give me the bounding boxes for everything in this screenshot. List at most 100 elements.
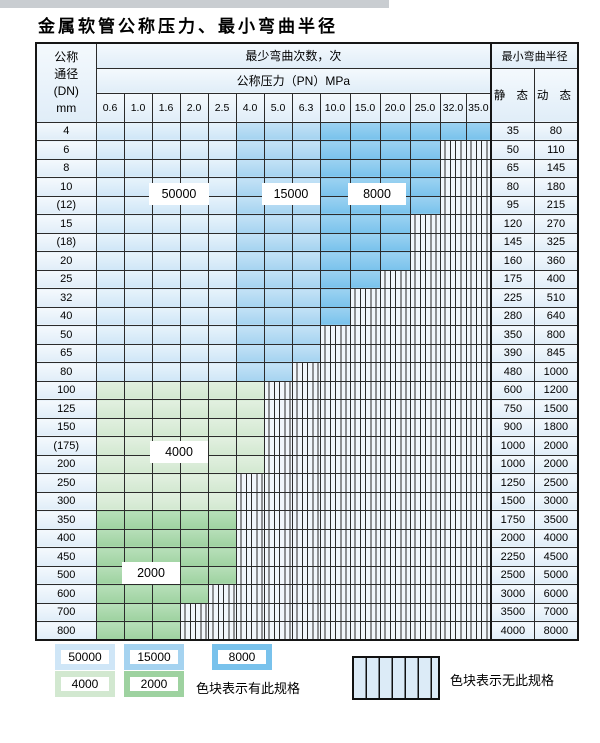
- cycle-cell: [439, 417, 467, 437]
- cycle-cell: [123, 158, 153, 178]
- cycle-cell: [465, 158, 492, 178]
- cycle-cell: [349, 621, 381, 641]
- cycle-cell: [409, 288, 441, 308]
- cycle-cell: [235, 454, 265, 474]
- cycle-cell: [349, 269, 381, 289]
- cycle-cell: [439, 195, 467, 215]
- dynamic-radius-value: 7000: [533, 602, 579, 622]
- cycle-cell: [95, 602, 125, 622]
- cycle-cell: [207, 491, 237, 511]
- cycle-cell: [409, 269, 441, 289]
- cycle-cell: [179, 362, 209, 382]
- cycle-cell: [379, 584, 411, 604]
- cycle-cell: [179, 621, 209, 641]
- cycle-cell: [439, 399, 467, 419]
- cycle-cell: [291, 565, 321, 585]
- static-radius-value: 4000: [490, 621, 535, 641]
- cycle-cell: [263, 269, 293, 289]
- cycle-cell: [465, 584, 492, 604]
- cycle-cell: [349, 214, 381, 234]
- cycle-cell: [379, 491, 411, 511]
- cycle-cell: [291, 547, 321, 567]
- cycle-cell: [379, 140, 411, 160]
- cycle-cell: [409, 380, 441, 400]
- cycle-cell: [409, 528, 441, 548]
- pressure-value-header: 20.0: [379, 92, 411, 123]
- cycle-cell: [207, 177, 237, 197]
- dn-label: (12): [35, 195, 97, 215]
- static-radius-value: 160: [490, 251, 535, 271]
- table-row: 200 1000 2000: [35, 454, 579, 474]
- cycle-cell: [179, 399, 209, 419]
- cycle-cell: [409, 491, 441, 511]
- cycle-cell: [235, 547, 265, 567]
- dynamic-radius-value: 3500: [533, 510, 579, 530]
- cycle-cell: [379, 121, 411, 141]
- cycle-cell: [123, 584, 153, 604]
- static-radius-value: 600: [490, 380, 535, 400]
- cycle-cell: [379, 380, 411, 400]
- pressure-value-header: 1.6: [151, 92, 181, 123]
- cycle-cell: [439, 343, 467, 363]
- cycle-cell: [379, 454, 411, 474]
- cycle-cell: [235, 584, 265, 604]
- cycle-cell: [95, 417, 125, 437]
- cycle-cell: [235, 565, 265, 585]
- dynamic-radius-value: 845: [533, 343, 579, 363]
- cycle-cell: [319, 454, 351, 474]
- radius-header: 最小弯曲半径: [490, 42, 579, 69]
- dynamic-radius-value: 80: [533, 121, 579, 141]
- cycle-cell: [409, 214, 441, 234]
- cycle-cell: [349, 325, 381, 345]
- cycle-cell: [95, 306, 125, 326]
- cycle-cell: [379, 621, 411, 641]
- table-row: (175) 1000 2000: [35, 436, 579, 456]
- dn-label: 250: [35, 473, 97, 493]
- cycle-cell: [95, 491, 125, 511]
- cycle-cell: [291, 621, 321, 641]
- dn-label: 40: [35, 306, 97, 326]
- dn-label: 65: [35, 343, 97, 363]
- cycle-cell: [379, 325, 411, 345]
- dynamic-radius-value: 640: [533, 306, 579, 326]
- cycle-cell: [465, 528, 492, 548]
- cycle-cell: [151, 288, 181, 308]
- cycle-cell: [465, 288, 492, 308]
- cycle-cell: [319, 343, 351, 363]
- static-radius-value: 35: [490, 121, 535, 141]
- cycle-cell: [439, 528, 467, 548]
- cycle-label-8000: 8000: [348, 183, 406, 205]
- dynamic-radius-value: 800: [533, 325, 579, 345]
- cycle-cell: [123, 473, 153, 493]
- cycle-cell: [319, 251, 351, 271]
- cycle-cell: [409, 158, 441, 178]
- cycle-cell: [235, 528, 265, 548]
- dynamic-radius-value: 215: [533, 195, 579, 215]
- cycle-cell: [263, 417, 293, 437]
- dynamic-radius-value: 180: [533, 177, 579, 197]
- cycle-cell: [439, 232, 467, 252]
- cycle-cell: [439, 214, 467, 234]
- cycle-cell: [439, 140, 467, 160]
- dynamic-radius-value: 325: [533, 232, 579, 252]
- cycle-cell: [409, 473, 441, 493]
- cycle-cell: [179, 121, 209, 141]
- pressure-bend-table: 公称 通径 (DN) mm 最少弯曲次数，次 最小弯曲半径 公称压力（PN）MP…: [35, 42, 580, 641]
- cycle-cell: [319, 232, 351, 252]
- cycle-cell: [291, 436, 321, 456]
- cycle-cell: [465, 417, 492, 437]
- cycle-cell: [263, 232, 293, 252]
- cycle-cell: [263, 547, 293, 567]
- table-row: 80 480 1000: [35, 362, 579, 382]
- cycle-cell: [319, 565, 351, 585]
- cycle-cell: [465, 269, 492, 289]
- dn-column-header: 公称 通径 (DN) mm: [35, 42, 97, 123]
- dynamic-radius-value: 360: [533, 251, 579, 271]
- cycle-cell: [179, 232, 209, 252]
- cycle-cell: [263, 528, 293, 548]
- cycle-cell: [95, 473, 125, 493]
- table-row: 15 120 270: [35, 214, 579, 234]
- table-row: 500 2500 5000: [35, 565, 579, 585]
- cycle-cell: [319, 510, 351, 530]
- cycle-cell: [95, 269, 125, 289]
